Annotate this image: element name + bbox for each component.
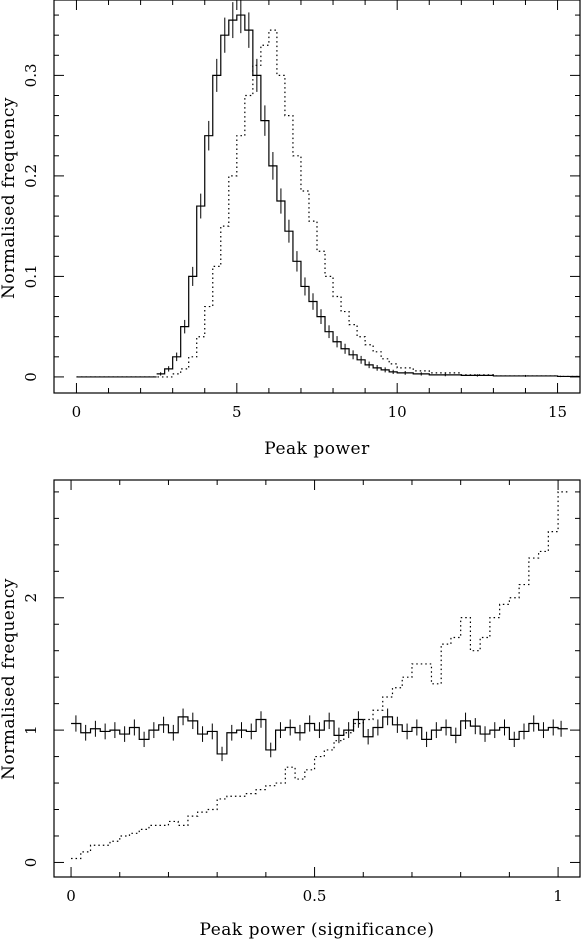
bottom-axis-ticks xyxy=(54,480,580,877)
bottom-y-axis-label: Normalised frequency xyxy=(0,578,19,780)
top-y-axis-label: Normalised frequency xyxy=(0,97,19,299)
bottom-x-tick-label: 0.5 xyxy=(303,887,327,905)
top-y-tick-labels: 0 0.1 0.2 0.3 xyxy=(22,63,40,381)
top-y-tick-label: 0.3 xyxy=(22,63,40,87)
dotted-series-line xyxy=(71,491,568,860)
bottom-y-tick-label: 1 xyxy=(22,725,40,735)
top-plot-frame xyxy=(53,0,581,394)
top-x-tick-label: 5 xyxy=(232,403,242,421)
bottom-plot-frame xyxy=(53,479,581,878)
top-y-tick-label: 0 xyxy=(22,372,40,382)
top-x-axis-label: Peak power xyxy=(264,439,370,459)
top-axis-ticks xyxy=(54,0,580,393)
top-y-tick-label: 0.1 xyxy=(22,264,40,288)
top-x-tick-label: 0 xyxy=(72,403,82,421)
dotted-series-line xyxy=(172,29,580,378)
top-panel: 0 5 10 15 0 0.1 0.2 0.3 Peak power Norma… xyxy=(0,0,581,459)
bottom-x-tick-labels: 0 0.5 1 xyxy=(66,887,563,905)
top-x-tick-label: 15 xyxy=(548,403,567,421)
top-y-tick-label: 0.2 xyxy=(22,164,40,188)
solid-series-line xyxy=(156,14,580,378)
bottom-x-tick-label: 1 xyxy=(553,887,563,905)
bottom-panel: 0 0.5 1 0 1 2 Peak power (significance) … xyxy=(0,479,581,940)
top-x-tick-labels: 0 5 10 15 xyxy=(72,403,567,421)
bottom-y-tick-label: 2 xyxy=(22,593,40,603)
bottom-x-axis-label: Peak power (significance) xyxy=(200,920,435,940)
bottom-x-tick-label: 0 xyxy=(66,887,76,905)
top-series xyxy=(76,0,580,378)
bottom-y-tick-labels: 0 1 2 xyxy=(22,593,40,867)
top-x-tick-label: 10 xyxy=(388,403,407,421)
bottom-y-tick-label: 0 xyxy=(22,858,40,868)
bottom-series xyxy=(71,491,568,860)
